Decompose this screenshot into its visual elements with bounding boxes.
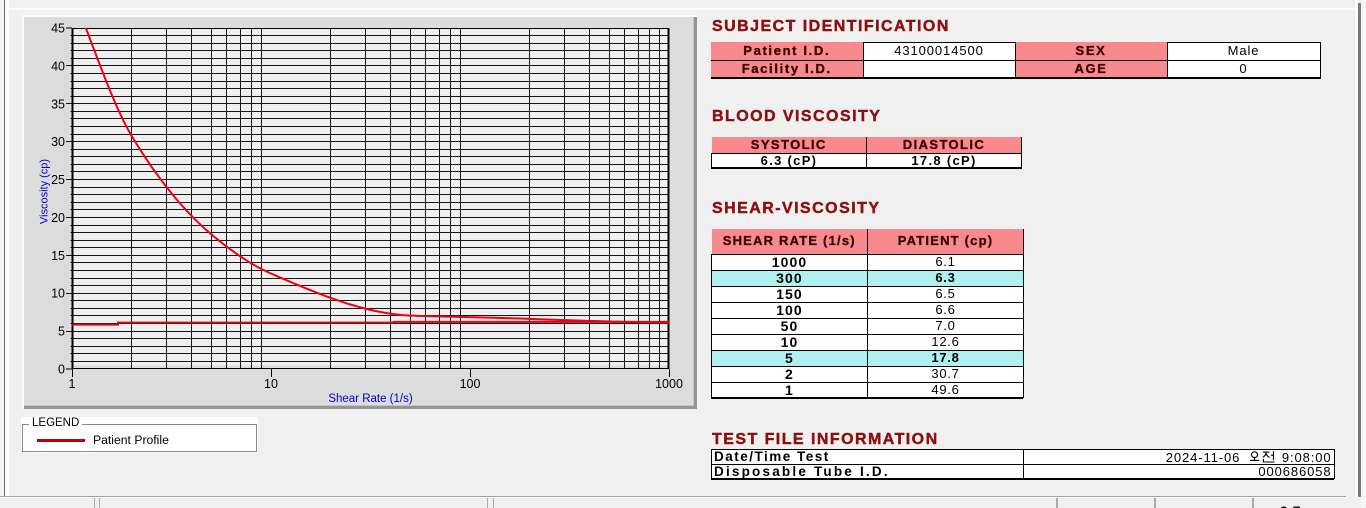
svg-text:1: 1: [69, 377, 76, 391]
svg-text:Viscosity (cp): Viscosity (cp): [39, 159, 51, 224]
svg-text:20: 20: [51, 211, 65, 225]
svg-text:45: 45: [51, 22, 65, 36]
svg-text:10: 10: [51, 287, 65, 301]
svg-text:Shear Rate (1/s): Shear Rate (1/s): [328, 393, 413, 405]
svg-text:40: 40: [51, 59, 65, 73]
svg-text:25: 25: [51, 173, 65, 187]
svg-text:30: 30: [51, 135, 65, 149]
svg-text:100: 100: [460, 377, 481, 391]
svg-text:10: 10: [264, 377, 278, 391]
svg-text:1000: 1000: [655, 377, 683, 391]
svg-text:15: 15: [51, 249, 65, 263]
svg-text:0: 0: [58, 363, 65, 377]
svg-text:5: 5: [58, 325, 65, 339]
svg-text:35: 35: [51, 97, 65, 111]
